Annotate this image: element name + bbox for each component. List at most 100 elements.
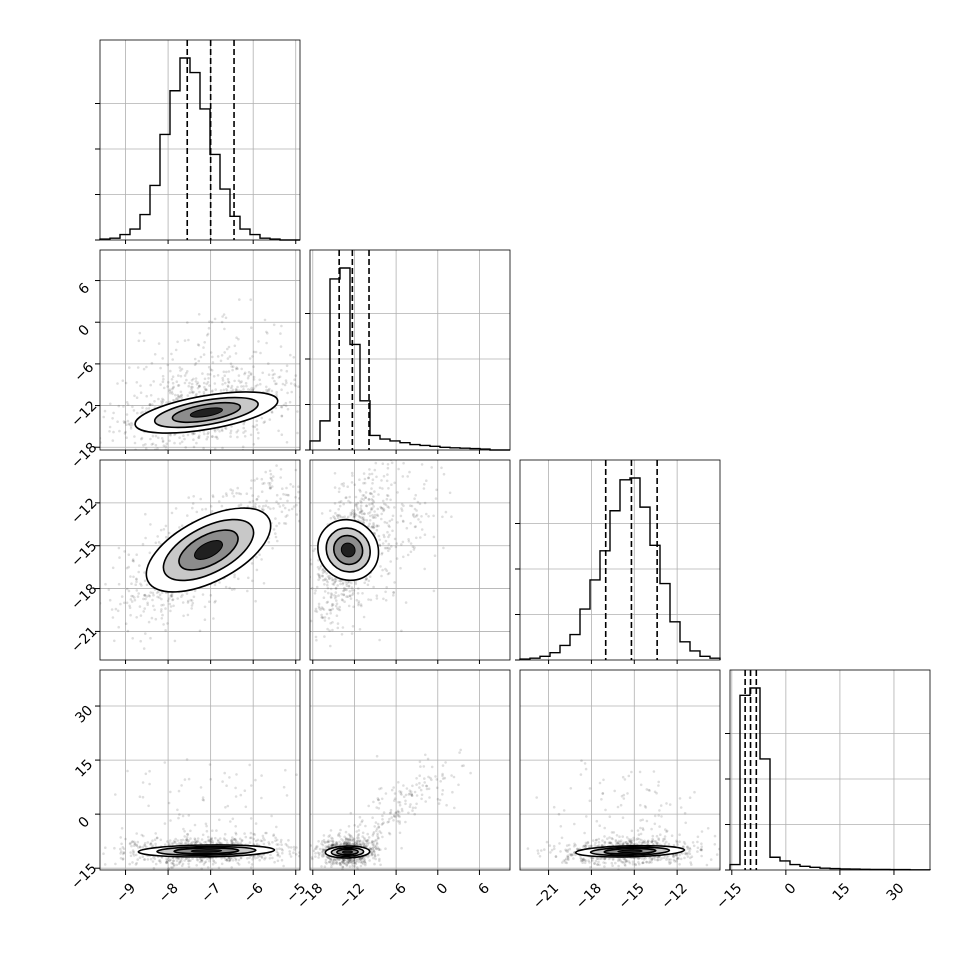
scatter-point: [334, 604, 338, 608]
scatter-point: [189, 598, 192, 602]
scatter-point: [126, 419, 130, 423]
scatter-point: [280, 388, 283, 392]
scatter-point: [267, 481, 270, 485]
scatter-point: [249, 452, 252, 455]
scatter-point: [441, 764, 445, 767]
scatter-point: [346, 841, 349, 844]
scatter-point: [234, 838, 238, 842]
scatter-point: [167, 867, 170, 870]
scatter-point: [190, 378, 194, 382]
scatter-point: [322, 854, 326, 858]
scatter-point: [700, 847, 703, 851]
scatter-point: [676, 856, 680, 860]
scatter-point: [238, 298, 241, 301]
scatter-point: [352, 861, 356, 864]
scatter-point: [672, 855, 675, 858]
scatter-point: [202, 446, 205, 450]
scatter-point: [268, 484, 272, 487]
scatter-point: [415, 802, 418, 806]
scatter-point: [341, 865, 345, 869]
scatter-point: [119, 852, 122, 855]
scatter-point: [331, 603, 335, 606]
scatter-point: [190, 382, 194, 386]
scatter-point: [180, 859, 183, 863]
scatter-point: [170, 390, 174, 394]
scatter-point: [265, 330, 268, 334]
scatter-point: [193, 357, 197, 361]
scatter-point: [170, 352, 173, 356]
scatter-point: [362, 481, 365, 485]
scatter-point: [126, 629, 130, 633]
scatter-point: [221, 379, 225, 382]
scatter-point: [257, 437, 260, 440]
scatter-point: [435, 786, 439, 790]
scatter-point: [385, 521, 389, 525]
scatter-point: [168, 859, 172, 862]
scatter-point: [229, 435, 232, 438]
scatter-point: [374, 461, 378, 465]
scatter-point: [292, 505, 296, 508]
scatter-point: [145, 394, 148, 398]
scatter-point: [211, 494, 215, 497]
scatter-point: [340, 592, 344, 596]
scatter-point: [295, 773, 298, 776]
scatter-point: [243, 435, 247, 438]
scatter-point: [231, 841, 234, 844]
scatter-point: [91, 859, 94, 862]
scatter-point: [331, 843, 334, 847]
scatter-point: [130, 582, 133, 585]
scatter-point: [225, 859, 229, 862]
scatter-point: [385, 586, 389, 589]
scatter-point: [400, 846, 403, 850]
scatter-point: [274, 532, 277, 535]
scatter-point: [365, 577, 368, 580]
scatter-point: [227, 385, 230, 389]
scatter-point: [320, 574, 324, 578]
scatter-point: [185, 838, 188, 841]
scatter-point: [187, 496, 190, 499]
scatter-point: [352, 841, 356, 844]
scatter-point: [383, 502, 386, 506]
scatter-point: [353, 864, 357, 868]
scatter-point: [171, 375, 175, 379]
scatter-point: [271, 547, 274, 550]
scatter-point: [223, 838, 227, 842]
panel-3-1: [309, 669, 511, 871]
scatter-point: [131, 840, 134, 844]
scatter-point: [388, 571, 391, 575]
scatter-point: [275, 393, 278, 396]
scatter-point: [186, 394, 190, 397]
scatter-point: [342, 593, 346, 596]
scatter-point: [265, 831, 268, 835]
scatter-point: [230, 866, 233, 869]
scatter-point: [360, 510, 363, 514]
scatter-point: [355, 858, 359, 861]
scatter-point: [339, 500, 343, 503]
scatter-point: [616, 842, 619, 845]
scatter-point: [322, 608, 326, 611]
scatter-point: [278, 847, 281, 850]
scatter-point: [354, 504, 358, 507]
scatter-point: [341, 516, 345, 519]
scatter-point: [637, 856, 640, 860]
scatter-point: [220, 862, 224, 866]
scatter-point: [176, 856, 180, 860]
scatter-point: [318, 575, 321, 579]
scatter-point: [148, 551, 152, 555]
scatter-point: [323, 848, 326, 852]
scatter-point: [201, 508, 204, 511]
scatter-point: [375, 847, 378, 851]
scatter-point: [287, 839, 290, 842]
scatter-point: [299, 395, 300, 399]
scatter-point: [353, 837, 356, 841]
scatter-point: [315, 847, 318, 850]
scatter-point: [317, 558, 320, 562]
scatter-point: [425, 479, 428, 483]
scatter-point: [225, 784, 228, 787]
scatter-point: [108, 425, 112, 429]
scatter-point: [373, 531, 377, 535]
scatter-point: [209, 841, 212, 844]
scatter-point: [366, 839, 369, 842]
scatter-point: [560, 836, 564, 840]
scatter-point: [332, 578, 335, 582]
